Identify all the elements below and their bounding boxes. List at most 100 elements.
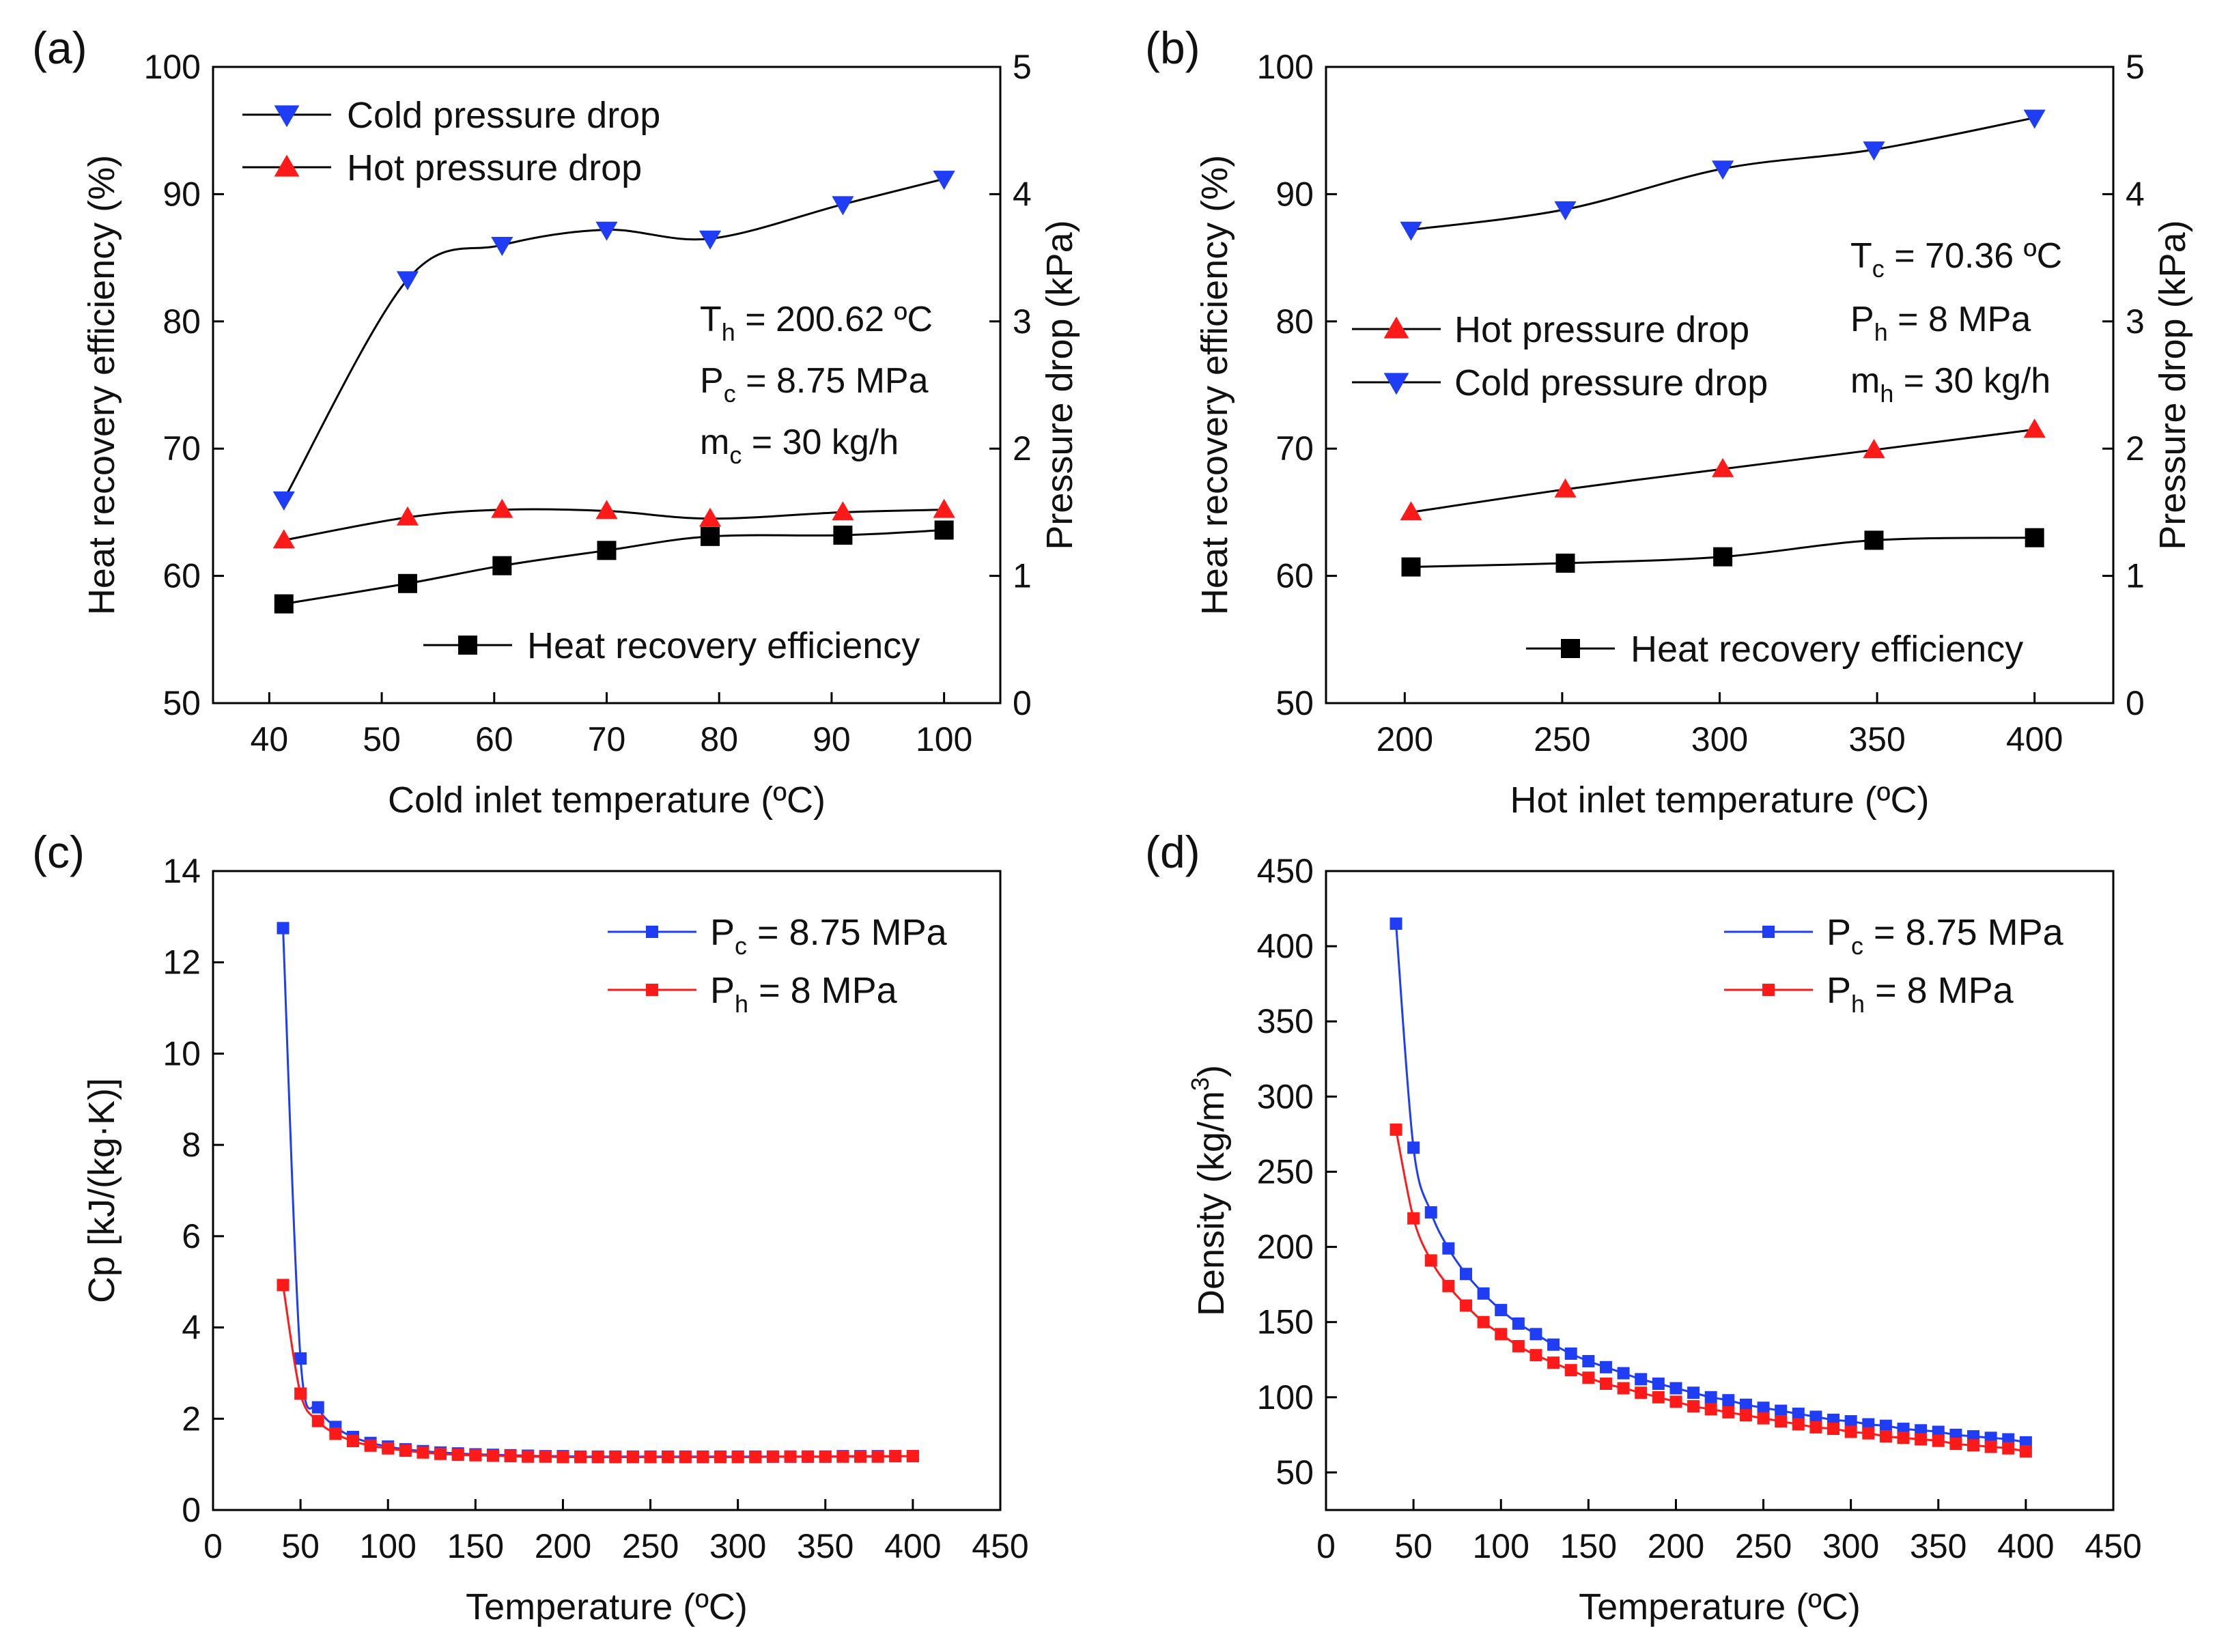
x-tick-label: 450 <box>2085 1527 2141 1565</box>
y2-axis-label: Pressure drop (kPa) <box>1039 220 1080 550</box>
annotation-ph: Ph = 8 MPa <box>1850 300 2031 346</box>
y-tick-label: 80 <box>1275 302 1314 341</box>
panel-label: (d) <box>1145 827 1200 877</box>
annotation-mh-sub: h <box>1880 380 1893 408</box>
x-tick-label: 100 <box>360 1527 417 1565</box>
data-point <box>1757 1412 1770 1425</box>
annotation-pc: Pc = 8.75 MPa <box>700 361 929 408</box>
data-point <box>2002 1442 2015 1455</box>
plot-frame <box>1325 870 2115 1511</box>
data-point <box>311 1414 324 1427</box>
legend-label: Ph = 8 MPa <box>710 970 898 1018</box>
annotation-ph-sub: h <box>1874 318 1888 346</box>
data-point <box>699 507 722 527</box>
data-point <box>1879 1430 1892 1443</box>
y-axis-label-sup: 3 <box>1186 1077 1214 1091</box>
data-point <box>1599 1378 1612 1391</box>
y2-tick-label: 1 <box>2126 557 2145 595</box>
data-point <box>1564 1347 1577 1360</box>
data-point <box>1582 1354 1595 1367</box>
data-point <box>1932 1434 1945 1447</box>
y-tick-label: 150 <box>1257 1303 1314 1341</box>
data-point <box>1554 478 1577 498</box>
legend-marker <box>1762 984 1775 996</box>
x-tick-label: 200 <box>535 1527 591 1565</box>
data-point <box>274 594 294 614</box>
annotation-ph-main: P <box>1850 300 1874 339</box>
x-tick-label: 400 <box>2006 720 2063 758</box>
data-point <box>1863 438 1885 458</box>
data-point <box>1547 1338 1560 1351</box>
data-point <box>1712 457 1734 477</box>
legend-label: Cold pressure drop <box>347 95 660 136</box>
y2-tick-label: 2 <box>2126 429 2145 468</box>
data-point <box>1635 1386 1648 1399</box>
x-tick-label: 0 <box>1316 1527 1336 1565</box>
annotation-mc-sub: c <box>729 441 742 469</box>
data-point <box>836 1450 849 1463</box>
x-tick-label: 250 <box>1534 720 1590 758</box>
panel-a: (a) 40 50 60 70 80 90 100 50 60 70 80 90 100 0 1 2 3 4 5 Col… <box>32 23 1080 821</box>
data-point <box>1844 1425 1857 1438</box>
data-point <box>1827 1423 1840 1436</box>
data-point <box>522 1450 535 1463</box>
y2-tick-label: 3 <box>2126 302 2145 341</box>
data-point <box>854 1450 867 1463</box>
x-tick-label: 350 <box>1910 1527 1966 1565</box>
data-point <box>396 506 419 526</box>
y-tick-label: 14 <box>163 852 201 890</box>
data-point <box>364 1439 377 1452</box>
data-point <box>1775 1415 1788 1428</box>
legend-label-sub: h <box>1851 990 1865 1018</box>
data-point <box>749 1451 762 1464</box>
y-axis-label: Heat recovery efficiency (%) <box>1194 155 1235 615</box>
legend-label: Hot pressure drop <box>347 147 642 188</box>
x-tick-label: 300 <box>1822 1527 1879 1565</box>
y-tick-label: 60 <box>1275 557 1314 595</box>
y-axis-label: Cp [kJ/(kg·K)] <box>81 1078 122 1303</box>
y-tick-label: 70 <box>163 429 201 468</box>
x-tick-label: 60 <box>475 720 513 758</box>
data-point <box>1617 1382 1630 1395</box>
legend-label-sub: c <box>1851 932 1863 960</box>
panel-label: (c) <box>32 827 85 877</box>
panel-d: (d)0 50 100 150 200 250 300 350 400 4505010015020… <box>1145 827 2142 1627</box>
legend-marker <box>458 636 477 655</box>
data-point <box>1984 1440 1997 1453</box>
data-point <box>556 1451 569 1464</box>
data-point <box>1599 1361 1612 1373</box>
data-point <box>1547 1356 1560 1369</box>
data-point <box>871 1450 884 1463</box>
data-point <box>1844 1415 1857 1428</box>
data-point <box>1390 917 1402 930</box>
x-tick-label: 400 <box>884 1527 941 1565</box>
annotation-mh-rest: = 30 kg/h <box>1893 361 2050 401</box>
x-tick-label: 200 <box>1648 1527 1704 1565</box>
y2-tick-label: 5 <box>2126 48 2145 86</box>
annotation-mh: mh = 30 kg/h <box>1850 361 2050 408</box>
legend-label-rest: = 8.75 MPa <box>747 912 948 953</box>
y-tick-label: 50 <box>1275 684 1314 722</box>
legend-label: Ph = 8 MPa <box>1827 970 2014 1018</box>
y-tick-label: 10 <box>163 1034 201 1072</box>
data-point <box>1442 1279 1455 1292</box>
data-point <box>832 196 854 216</box>
legend-label-rest: = 8.75 MPa <box>1863 912 2064 953</box>
y-tick-label: 100 <box>1257 1378 1314 1416</box>
data-point <box>1495 1328 1508 1341</box>
data-point <box>294 1352 307 1365</box>
legend-marker <box>1383 316 1409 339</box>
data-point <box>1424 1254 1437 1267</box>
data-point <box>2023 109 2046 129</box>
annotation-mc: mc = 30 kg/h <box>700 423 899 469</box>
x-tick-label: 250 <box>1735 1527 1792 1565</box>
annotation-mc-rest: = 30 kg/h <box>742 423 899 462</box>
panel-label: (b) <box>1145 23 1200 73</box>
data-point <box>486 1449 499 1462</box>
data-point <box>451 1449 464 1462</box>
data-point <box>417 1446 429 1459</box>
y-axis-label-main: Density (kg/m <box>1191 1091 1232 1316</box>
data-point <box>1967 1439 1980 1452</box>
annotation-tc-sub: c <box>1872 255 1885 283</box>
